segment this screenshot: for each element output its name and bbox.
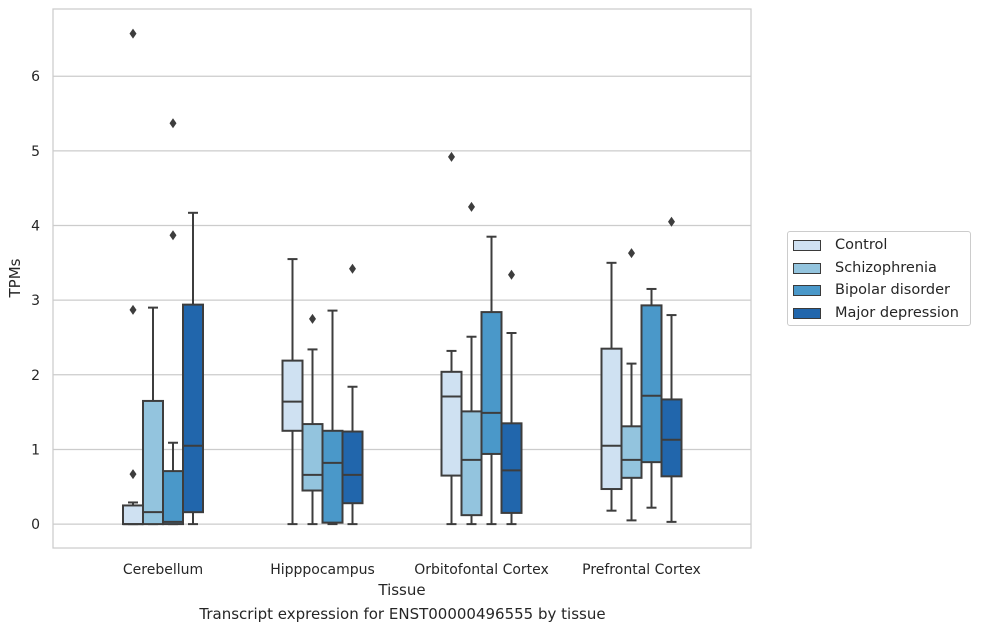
x-tick-label-prefrontal-cortex: Prefrontal Cortex — [582, 562, 701, 578]
legend-label-control: Control — [835, 237, 888, 253]
y-tick-label-5: 5 — [31, 144, 40, 160]
box-hipppocampus-major-depression-outlier-0 — [349, 263, 356, 274]
box-prefrontal-cortex-bipolar-disorder-iqr — [640, 304, 663, 464]
box-cerebellum-bipolar-disorder-outlier-0 — [169, 230, 177, 241]
y-tick-label-0: 0 — [31, 517, 40, 533]
x-tick-labels: Cerebellum Hipppocampus Orbitofontal Corte… — [123, 562, 701, 578]
box-hipppocampus-major-depression — [341, 263, 364, 526]
box-cerebellum-control-iqr — [122, 504, 144, 526]
box-prefrontal-cortex-control-iqr — [600, 347, 623, 491]
legend-item-bipolar-disorder: Bipolar disorder — [793, 280, 950, 300]
box-hipppocampus-bipolar-disorder — [321, 309, 344, 526]
box-prefrontal-cortex-schizophrenia-iqr — [620, 425, 643, 479]
x-tick-label-cerebellum: Cerebellum — [123, 562, 203, 578]
box-hipppocampus-schizophrenia-iqr — [301, 423, 324, 492]
box-prefrontal-cortex-control — [600, 261, 623, 512]
y-tick-label-6: 6 — [31, 69, 40, 85]
box-cerebellum-major-depression-iqr — [182, 303, 204, 514]
box-prefrontal-cortex-bipolar-disorder — [640, 287, 663, 509]
y-tick-label-2: 2 — [31, 368, 40, 384]
box-cerebellum-control-outlier-0 — [129, 469, 137, 480]
box-cerebellum-bipolar-disorder — [162, 118, 184, 526]
box-prefrontal-cortex-schizophrenia — [620, 248, 643, 522]
legend-item-schizophrenia: Schizophrenia — [793, 258, 937, 278]
x-tick-label-orbitofontal-cortex: Orbitofontal Cortex — [414, 562, 549, 578]
box-prefrontal-cortex-major-depression-iqr — [660, 398, 683, 478]
box-orbitofontal-cortex-control-outlier-0 — [448, 151, 455, 162]
box-orbitofontal-cortex-control-iqr — [440, 370, 463, 477]
legend-item-major-depression: Major depression — [793, 303, 959, 323]
box-cerebellum-schizophrenia — [142, 306, 164, 526]
box-orbitofontal-cortex-major-depression-iqr — [500, 422, 523, 514]
legend-item-control: Control — [793, 235, 887, 255]
plot-frame — [52, 8, 752, 549]
legend-label-major-depression: Major depression — [835, 305, 959, 321]
box-prefrontal-cortex-schizophrenia-outlier-0 — [628, 248, 635, 259]
box-hipppocampus-major-depression-iqr — [341, 430, 364, 505]
legend-swatch-control — [793, 239, 821, 251]
legend-swatch-bipolar-disorder — [793, 284, 821, 296]
box-orbitofontal-cortex-control — [440, 151, 463, 526]
box-hipppocampus-schizophrenia — [301, 313, 324, 526]
box-cerebellum-major-depression — [182, 211, 204, 526]
y-tick-label-1: 1 — [31, 442, 40, 458]
y-tick-labels: 0 1 2 3 4 5 6 — [31, 69, 40, 533]
y-tick-label-4: 4 — [31, 218, 40, 234]
box-prefrontal-cortex-major-depression-outlier-0 — [668, 216, 675, 227]
box-orbitofontal-cortex-schizophrenia-outlier-0 — [468, 201, 475, 212]
box-prefrontal-cortex-major-depression — [660, 216, 683, 523]
box-orbitofontal-cortex-bipolar-disorder — [480, 235, 503, 526]
box-hipppocampus-schizophrenia-outlier-0 — [309, 313, 316, 324]
box-hipppocampus-control-iqr — [281, 359, 304, 432]
box-groups — [122, 28, 683, 526]
box-orbitofontal-cortex-schizophrenia-iqr — [460, 410, 483, 517]
legend-swatch-schizophrenia — [793, 262, 821, 274]
chart-title: Transcript expression for ENST0000049655… — [199, 605, 606, 623]
legend-swatch-major-depression — [793, 307, 821, 319]
gridlines — [53, 75, 751, 525]
legend: Control Schizophrenia Bipolar disorder M… — [787, 231, 971, 326]
box-orbitofontal-cortex-major-depression-outlier-0 — [508, 269, 515, 280]
box-cerebellum-bipolar-disorder-iqr — [162, 470, 184, 526]
legend-label-bipolar-disorder: Bipolar disorder — [835, 282, 950, 298]
legend-label-schizophrenia: Schizophrenia — [835, 260, 937, 276]
x-axis-label: Tissue — [377, 581, 425, 599]
x-tick-label-hipppocampus: Hipppocampus — [270, 562, 375, 578]
box-cerebellum-bipolar-disorder-outlier-1 — [169, 118, 177, 129]
box-cerebellum-control-outlier-2 — [129, 28, 137, 39]
box-orbitofontal-cortex-bipolar-disorder-iqr — [480, 311, 503, 455]
y-tick-label-3: 3 — [31, 293, 40, 309]
box-hipppocampus-bipolar-disorder-iqr — [321, 429, 344, 524]
box-orbitofontal-cortex-schizophrenia — [460, 201, 483, 526]
y-axis-label: TPMs — [6, 258, 24, 298]
box-orbitofontal-cortex-major-depression — [500, 269, 523, 526]
box-cerebellum-control-outlier-1 — [129, 304, 137, 315]
box-hipppocampus-control — [281, 258, 304, 526]
box-cerebellum-schizophrenia-iqr — [142, 399, 164, 526]
